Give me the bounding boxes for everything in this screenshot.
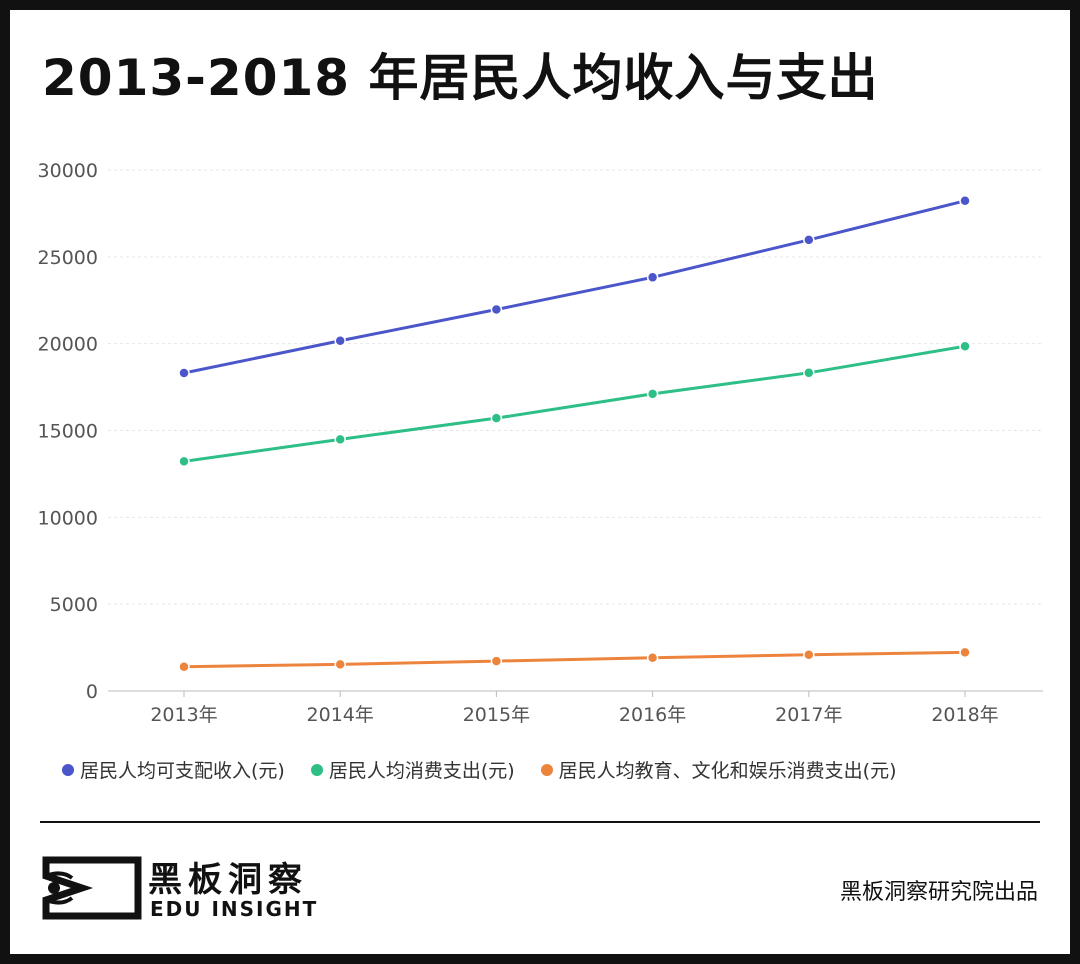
data-point-1 [334, 433, 346, 446]
legend-marker-education [540, 763, 553, 776]
brand-name-en: EDU INSIGHT [150, 897, 319, 921]
legend-label-consumption: 居民人均消费支出(元) [328, 760, 515, 782]
y-tick-label: 30000 [38, 160, 98, 182]
x-tick-label: 2018年 [931, 704, 998, 726]
data-point-0 [178, 367, 190, 379]
legend-label-education: 居民人均教育、文化和娱乐消费支出(元) [558, 760, 897, 782]
x-tick-label: 2014年 [307, 704, 374, 726]
credit-text: 黑板洞察研究院出品 [839, 880, 1038, 905]
data-point-0 [334, 335, 346, 347]
y-tick-label: 20000 [38, 334, 98, 356]
data-point-2 [178, 660, 190, 673]
data-point-1 [646, 388, 659, 400]
data-point-1 [490, 412, 503, 424]
x-tick-label: 2016年 [619, 704, 686, 726]
x-tick-label: 2015年 [463, 704, 530, 726]
y-tick-label: 5000 [50, 594, 98, 616]
data-point-2 [803, 649, 815, 661]
y-tick-label: 15000 [38, 421, 98, 443]
data-point-2 [490, 655, 503, 667]
x-tick-label: 2017年 [775, 704, 842, 726]
y-tick-label: 0 [86, 681, 98, 703]
data-point-0 [490, 303, 503, 316]
chart-title: 2013-2018 年居民人均收入与支出 [42, 49, 879, 107]
line-chart: 0 5000 10000 15000 20000 25000 30000 2013年 2014年… [38, 160, 1043, 726]
data-point-0 [646, 271, 659, 284]
data-point-2 [334, 658, 346, 671]
legend-label-income: 居民人均可支配收入(元) [80, 760, 285, 782]
legend-marker-consumption [310, 763, 323, 776]
eye-logo-icon [42, 856, 142, 920]
data-point-0 [959, 195, 971, 207]
chart-card: 2013-2018 年居民人均收入与支出 0 5000 10000 15000 2000… [10, 10, 1070, 954]
x-tick-label: 2013年 [150, 704, 217, 726]
brand-name-cn: 黑板洞察 [148, 860, 308, 900]
legend-item-consumption[interactable]: 居民人均消费支出(元) [310, 756, 515, 783]
series-line-0 [183, 199, 966, 375]
series-line-1 [183, 344, 966, 463]
legend-item-income[interactable]: 居民人均可支配收入(元) [62, 756, 285, 783]
data-point-1 [959, 340, 971, 352]
legend-marker-income [62, 763, 74, 776]
data-point-2 [646, 651, 659, 664]
legend-item-education[interactable]: 居民人均教育、文化和娱乐消费支出(元) [540, 756, 897, 783]
series-line-2 [183, 650, 966, 669]
data-point-1 [178, 455, 190, 468]
data-point-1 [803, 367, 815, 379]
y-tick-label: 25000 [38, 247, 98, 269]
data-point-2 [959, 646, 971, 659]
footer-divider [40, 821, 1040, 823]
data-point-0 [803, 234, 815, 246]
legend: 居民人均可支配收入(元) 居民人均消费支出(元) 居民人均教育、文化和娱乐消费支… [62, 756, 896, 783]
y-tick-label: 10000 [38, 507, 98, 529]
